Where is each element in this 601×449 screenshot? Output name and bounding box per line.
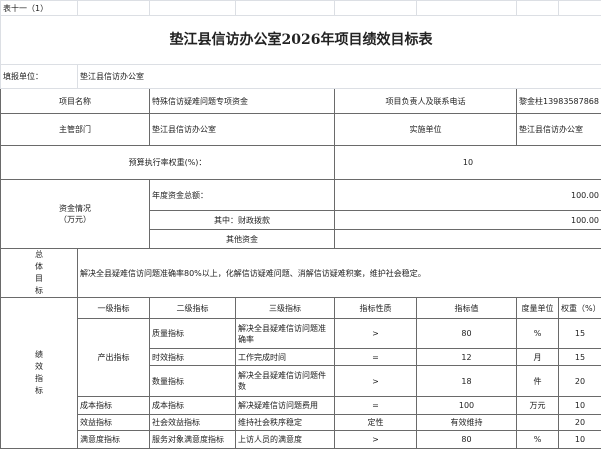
table-row: 产出指标 质量指标 解决全县疑难信访问题准确率 > 80 % 15 (1, 319, 601, 349)
unit-cell: 月 (517, 349, 559, 366)
header-nature: 指标性质 (335, 298, 417, 319)
header-l1: 一级指标 (78, 298, 150, 319)
table-row: 效益指标 社会效益指标 维持社会秩序稳定 定性 有效维持 20 (1, 415, 601, 431)
value-cell: 有效维持 (417, 415, 517, 431)
weight-cell: 15 (559, 319, 601, 349)
weight-cell: 20 (559, 366, 601, 397)
header-l3: 三级指标 (236, 298, 335, 319)
impl-label: 实施单位 (335, 114, 517, 146)
budget-weight-value: 10 (335, 146, 601, 180)
table-row: 满意度指标 服务对象满意度指标 上访人员的满意度 > 80 % 10 (1, 431, 601, 449)
funds-label-text: 资金情况 (3, 203, 147, 214)
nature-cell: > (335, 366, 417, 397)
l3-cell: 解决全县疑难信访问题件数 (236, 366, 335, 397)
project-name-value: 特殊信访疑难问题专项资金 (150, 89, 335, 114)
table-row: 成本指标 成本指标 解决疑难信访问题费用 = 100 万元 10 (1, 397, 601, 415)
funds-unit: （万元） (3, 214, 147, 225)
project-name-label: 项目名称 (1, 89, 150, 114)
leader-value: 黎金柱13983587868 (517, 89, 601, 114)
other-funds-value (335, 230, 601, 249)
l2-cell: 成本指标 (150, 397, 236, 415)
l1-cell: 满意度指标 (78, 431, 150, 449)
unit-label: 填报单位： (1, 65, 78, 89)
value-cell: 80 (417, 431, 517, 449)
annual-total-value: 100.00 (335, 180, 601, 211)
unit-value: 垫江县信访办公室 (78, 65, 601, 89)
funds-label: 资金情况 （万元） (1, 180, 150, 249)
header-value: 指标值 (417, 298, 517, 319)
nature-cell: > (335, 431, 417, 449)
l3-cell: 工作完成时间 (236, 349, 335, 366)
fiscal-label: 其中：财政拨款 (150, 211, 335, 230)
value-cell: 12 (417, 349, 517, 366)
goal-label: 总体目标 (34, 249, 44, 297)
perf-label-cell: 绩效指标 (1, 298, 78, 449)
budget-weight-label: 预算执行率权重(%)： (1, 146, 335, 180)
header-l2: 二级指标 (150, 298, 236, 319)
nature-cell: 定性 (335, 415, 417, 431)
unit-cell: 件 (517, 366, 559, 397)
leader-label: 项目负责人及联系电话 (335, 89, 517, 114)
other-funds-label: 其他资金 (150, 230, 335, 249)
nature-cell: > (335, 319, 417, 349)
l2-cell: 质量指标 (150, 319, 236, 349)
l3-cell: 解决疑难信访问题费用 (236, 397, 335, 415)
header-weight: 权重（%） (559, 298, 601, 319)
goal-label-cell: 总体目标 (1, 249, 78, 298)
l2-cell: 时效指标 (150, 349, 236, 366)
weight-cell: 15 (559, 349, 601, 366)
weight-cell: 20 (559, 415, 601, 431)
page-title: 垫江县信访办公室2026年项目绩效目标表 (1, 16, 601, 65)
weight-cell: 10 (559, 431, 601, 449)
l1-cell: 效益指标 (78, 415, 150, 431)
perf-label: 绩效指标 (34, 349, 44, 397)
l2-cell: 数量指标 (150, 366, 236, 397)
value-cell: 100 (417, 397, 517, 415)
nature-cell: = (335, 349, 417, 366)
unit-cell: % (517, 431, 559, 449)
header-unit: 度量单位 (517, 298, 559, 319)
l1-cell: 成本指标 (78, 397, 150, 415)
nature-cell: = (335, 397, 417, 415)
l1-cell: 产出指标 (78, 319, 150, 397)
dept-label: 主管部门 (1, 114, 150, 146)
l2-cell: 社会效益指标 (150, 415, 236, 431)
l3-cell: 解决全县疑难信访问题准确率 (236, 319, 335, 349)
goal-text: 解决全县疑难信访问题准确率80%以上，化解信访疑难问题、消解信访疑难积案，维护社… (78, 249, 601, 298)
value-cell: 80 (417, 319, 517, 349)
unit-cell: % (517, 319, 559, 349)
impl-value: 垫江县信访办公室 (517, 114, 601, 146)
table-number: 表十一（1） (1, 1, 78, 16)
annual-total-label: 年度资金总额： (150, 180, 335, 211)
l2-cell: 服务对象满意度指标 (150, 431, 236, 449)
l3-cell: 上访人员的满意度 (236, 431, 335, 449)
dept-value: 垫江县信访办公室 (150, 114, 335, 146)
unit-cell (517, 415, 559, 431)
l3-cell: 维持社会秩序稳定 (236, 415, 335, 431)
weight-cell: 10 (559, 397, 601, 415)
unit-cell: 万元 (517, 397, 559, 415)
fiscal-value: 100.00 (335, 211, 601, 230)
value-cell: 18 (417, 366, 517, 397)
